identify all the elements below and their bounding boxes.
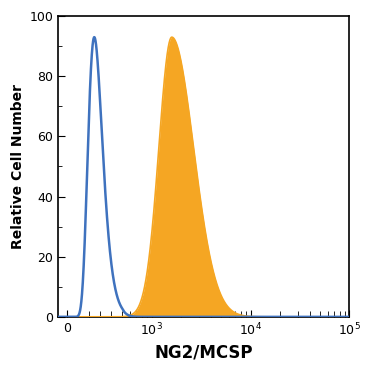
Y-axis label: Relative Cell Number: Relative Cell Number [11,84,25,249]
X-axis label: NG2/MCSP: NG2/MCSP [154,344,253,362]
